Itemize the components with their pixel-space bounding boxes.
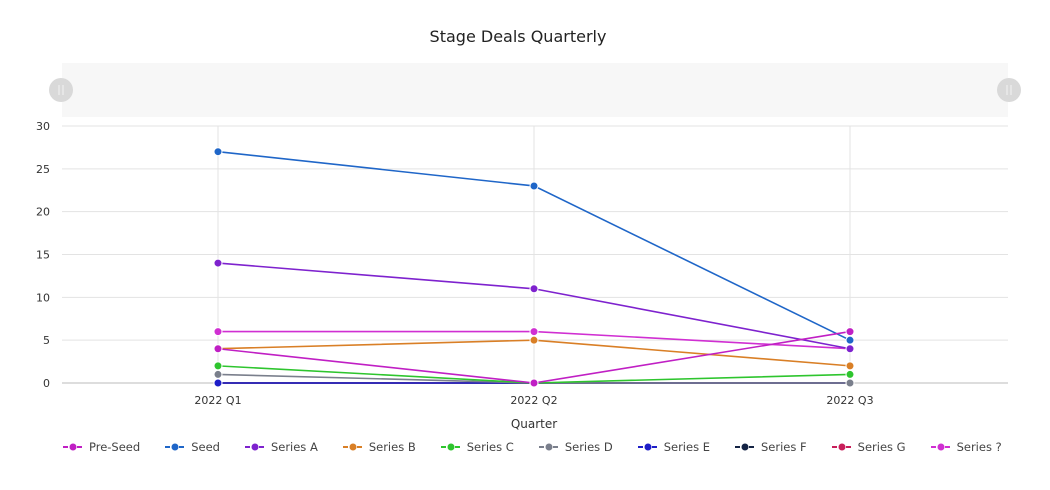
legend-marker-icon xyxy=(165,443,186,451)
y-axis: 0 5 10 15 20 25 30 xyxy=(36,120,50,390)
x-tick-label: 2022 Q3 xyxy=(826,394,873,407)
y-tick-label: 15 xyxy=(36,249,50,262)
data-point[interactable] xyxy=(845,344,855,354)
brush[interactable] xyxy=(49,63,1021,117)
legend-marker-icon xyxy=(244,443,265,451)
legend-label: Series G xyxy=(857,440,906,454)
y-tick-label: 30 xyxy=(36,120,50,133)
legend-label: Series D xyxy=(564,440,613,454)
data-point[interactable] xyxy=(529,284,539,294)
legend-label: Pre-Seed xyxy=(89,440,141,454)
x-tick-label: 2022 Q2 xyxy=(510,394,557,407)
y-tick-label: 5 xyxy=(43,334,50,347)
data-point[interactable] xyxy=(213,327,223,337)
data-point[interactable] xyxy=(529,327,539,337)
line-chart: Stage Deals Quarterly 0 5 10 15 20 25 30 2022 … xyxy=(36,27,1021,431)
y-tick-label: 20 xyxy=(36,206,50,219)
legend-item[interactable]: Pre-Seed xyxy=(62,440,140,454)
legend: Pre-Seed Seed Series A Series B Series C Seri… xyxy=(62,440,1026,454)
legend-label: Seed xyxy=(191,440,220,454)
data-point[interactable] xyxy=(845,369,855,379)
data-point[interactable] xyxy=(213,378,223,388)
x-axis-label: Quarter xyxy=(511,417,557,431)
data-point[interactable] xyxy=(529,335,539,345)
legend-label: Series F xyxy=(761,440,807,454)
x-axis: 2022 Q1 2022 Q2 2022 Q3 xyxy=(194,394,873,407)
chart-title: Stage Deals Quarterly xyxy=(430,27,607,46)
legend-marker-icon xyxy=(637,443,658,451)
legend-item[interactable]: Series B xyxy=(342,440,416,454)
legend-item[interactable]: Series F xyxy=(734,440,807,454)
legend-label: Series E xyxy=(663,440,710,454)
legend-marker-icon xyxy=(63,443,83,451)
series-group xyxy=(213,147,855,388)
y-tick-label: 10 xyxy=(36,291,50,304)
legend-marker-icon xyxy=(930,443,951,451)
data-point[interactable] xyxy=(213,344,223,354)
legend-label: Series ? xyxy=(956,440,1002,454)
data-point[interactable] xyxy=(213,369,223,379)
legend-label: Series B xyxy=(368,440,416,454)
legend-item[interactable]: Series A xyxy=(244,440,318,454)
legend-marker-icon xyxy=(538,443,559,451)
series-series-a xyxy=(213,258,855,354)
data-point[interactable] xyxy=(845,361,855,371)
data-point[interactable] xyxy=(213,361,223,371)
brush-handle-left[interactable] xyxy=(49,78,73,102)
data-point[interactable] xyxy=(845,327,855,337)
legend-label: Series C xyxy=(466,440,514,454)
legend-marker-icon xyxy=(831,443,852,451)
data-point[interactable] xyxy=(529,378,539,388)
legend-marker-icon xyxy=(342,443,363,451)
y-tick-label: 25 xyxy=(36,163,50,176)
y-tick-label: 0 xyxy=(43,377,50,390)
legend-item[interactable]: Series G xyxy=(831,440,906,454)
x-tick-label: 2022 Q1 xyxy=(194,394,241,407)
brush-handle-right[interactable] xyxy=(997,78,1021,102)
data-point[interactable] xyxy=(845,378,855,388)
legend-marker-icon xyxy=(440,443,461,451)
data-point[interactable] xyxy=(213,147,223,157)
legend-marker-icon xyxy=(735,443,755,451)
series-seed xyxy=(213,147,855,345)
data-point[interactable] xyxy=(213,258,223,268)
series-pre-seed xyxy=(213,327,855,388)
legend-item[interactable]: Series ? xyxy=(930,440,1002,454)
legend-item[interactable]: Series E xyxy=(637,440,710,454)
legend-label: Series A xyxy=(270,440,318,454)
legend-item[interactable]: Seed xyxy=(164,440,220,454)
data-point[interactable] xyxy=(529,181,539,191)
brush-area[interactable] xyxy=(62,63,1008,117)
legend-item[interactable]: Series C xyxy=(440,440,514,454)
legend-item[interactable]: Series D xyxy=(538,440,613,454)
data-point[interactable] xyxy=(845,335,855,345)
